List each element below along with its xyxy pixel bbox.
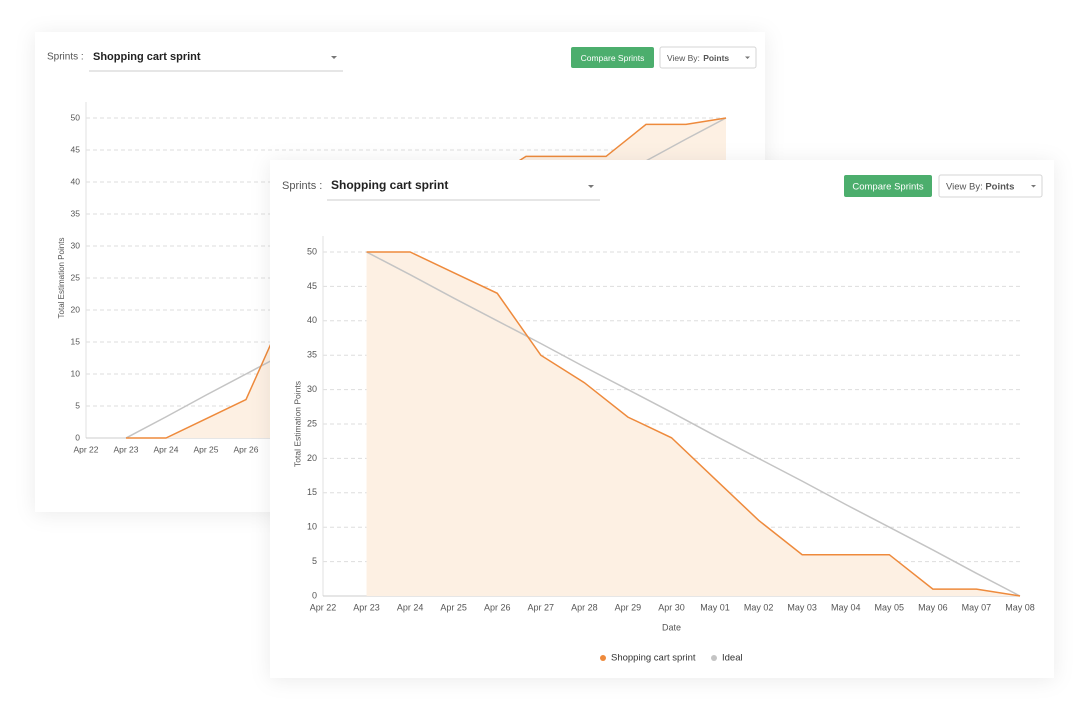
- view-by-label: View By:: [667, 53, 700, 63]
- x-tick-label: May 04: [831, 602, 861, 612]
- x-tick-label: Apr 23: [353, 602, 380, 612]
- legend-swatch: [711, 655, 717, 661]
- y-tick-label: 40: [307, 315, 317, 325]
- x-tick-label: Apr 27: [528, 602, 555, 612]
- sprint-select[interactable]: Shopping cart sprint: [331, 178, 448, 192]
- view-by-value: Points: [985, 182, 1014, 193]
- y-tick-label: 30: [71, 240, 81, 250]
- y-tick-label: 50: [71, 112, 81, 122]
- y-tick-label: 15: [71, 336, 81, 346]
- y-tick-label: 5: [75, 400, 80, 410]
- x-tick-label: Apr 22: [73, 444, 98, 454]
- y-tick-label: 40: [71, 176, 81, 186]
- x-tick-label: May 06: [918, 602, 948, 612]
- y-tick-label: 30: [307, 384, 317, 394]
- x-tick-label: Apr 30: [658, 602, 685, 612]
- y-tick-label: 45: [307, 281, 317, 291]
- compare-label: Compare Sprints: [852, 182, 924, 193]
- legend-label: Shopping cart sprint: [611, 653, 696, 664]
- x-tick-label: Apr 24: [397, 602, 424, 612]
- x-tick-label: May 07: [962, 602, 992, 612]
- x-axis-label: Date: [662, 622, 681, 632]
- x-tick-label: May 03: [787, 602, 817, 612]
- x-tick-label: May 08: [1005, 602, 1035, 612]
- x-tick-label: Apr 23: [113, 444, 138, 454]
- view-by-select[interactable]: [659, 46, 757, 69]
- compare-button[interactable]: [844, 175, 932, 197]
- view-by-value: Points: [703, 53, 729, 63]
- x-tick-label: Apr 24: [153, 444, 178, 454]
- x-tick-label: Apr 29: [615, 602, 642, 612]
- sprints-label: Sprints :: [282, 180, 322, 192]
- y-tick-label: 10: [71, 368, 81, 378]
- y-tick-label: 0: [75, 432, 80, 442]
- x-tick-label: Apr 25: [193, 444, 218, 454]
- y-tick-label: 50: [307, 246, 317, 256]
- y-tick-label: 5: [312, 556, 317, 566]
- x-tick-label: Apr 26: [484, 602, 511, 612]
- compare-button[interactable]: [571, 47, 654, 68]
- x-tick-label: Apr 25: [440, 602, 467, 612]
- x-tick-label: May 01: [700, 602, 730, 612]
- x-tick-label: May 02: [744, 602, 774, 612]
- x-tick-label: Apr 26: [233, 444, 258, 454]
- legend-swatch: [600, 655, 606, 661]
- sprints-label: Sprints :: [47, 52, 84, 63]
- series-line: [366, 251, 1021, 597]
- y-tick-label: 20: [307, 453, 317, 463]
- view-by-select[interactable]: [938, 174, 1043, 198]
- x-tick-label: Apr 22: [310, 602, 337, 612]
- y-axis-label: Total Estimation Points: [57, 238, 66, 319]
- area: [366, 252, 1020, 596]
- view-by-label: View By:: [946, 182, 983, 193]
- sprint-select[interactable]: Shopping cart sprint: [93, 51, 201, 63]
- legend-label: Ideal: [722, 653, 743, 664]
- series-line: [366, 251, 1021, 597]
- y-tick-label: 45: [71, 144, 81, 154]
- y-tick-label: 20: [71, 304, 81, 314]
- view-caret: [745, 56, 750, 59]
- y-tick-label: 10: [307, 522, 317, 532]
- y-tick-label: 15: [307, 487, 317, 497]
- select-caret: [331, 56, 337, 59]
- view-caret: [1031, 185, 1036, 188]
- y-tick-label: 35: [307, 350, 317, 360]
- x-tick-label: Apr 28: [571, 602, 598, 612]
- y-tick-label: 25: [71, 272, 81, 282]
- y-tick-label: 25: [307, 418, 317, 428]
- compare-label: Compare Sprints: [581, 53, 645, 63]
- select-caret: [588, 185, 594, 188]
- x-tick-label: May 05: [875, 602, 905, 612]
- y-tick-label: 0: [312, 590, 317, 600]
- y-axis-label: Total Estimation Points: [292, 381, 302, 467]
- y-tick-label: 35: [71, 208, 81, 218]
- front-card: Sprints : Shopping cart sprint Compare Spr…: [270, 160, 1054, 678]
